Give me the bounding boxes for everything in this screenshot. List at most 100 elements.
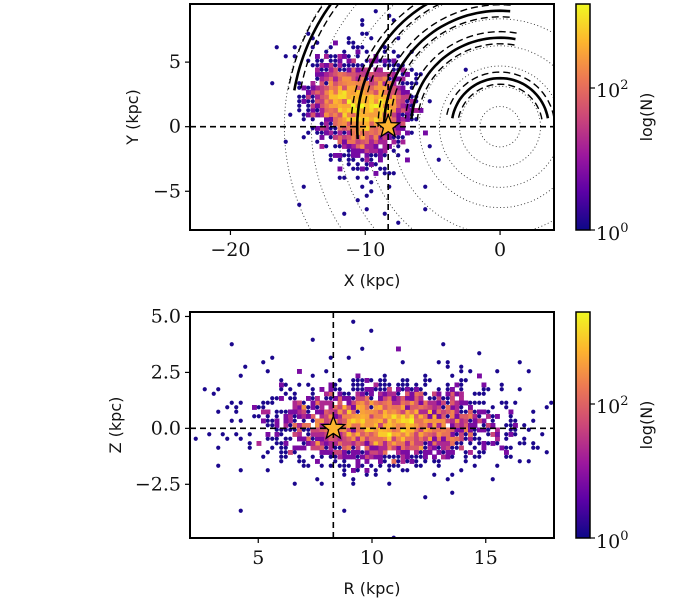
xy-density-cell-298 — [324, 121, 329, 127]
rz-star-point-849 — [504, 423, 509, 428]
rz-star-point-48 — [292, 396, 297, 401]
rz-star-point-496 — [472, 445, 477, 450]
xy-star-point-34 — [351, 40, 356, 45]
rz-density-cell-544 — [315, 445, 320, 451]
rz-density-cell-229 — [414, 441, 419, 446]
rz-star-point-277 — [468, 441, 473, 446]
rz-density-cell-300 — [396, 427, 401, 433]
rz-density-cell-790 — [292, 409, 298, 415]
xy-density-cell-211 — [342, 108, 347, 113]
rz-star-point-875 — [310, 337, 315, 342]
xy-density-cell-187 — [333, 103, 338, 109]
xy-density-cell-71 — [364, 99, 370, 104]
xy-xtick-label-0: −20 — [210, 239, 250, 261]
rz-density-cell-521 — [333, 396, 338, 401]
xy-plot-area — [190, 4, 554, 230]
rz-star-point-351 — [459, 441, 464, 446]
rz-density-cell-415 — [454, 391, 460, 397]
rz-star-point-847 — [243, 364, 248, 369]
rz-density-cell-110 — [418, 400, 424, 406]
xy-star-point-400 — [396, 63, 401, 68]
rz-density-cell-365 — [508, 432, 514, 437]
rz-star-point-109 — [418, 387, 423, 392]
xy-density-cell-313 — [324, 112, 329, 118]
xy-density-cell-22 — [324, 108, 329, 113]
xy-density-cell-411 — [373, 144, 379, 149]
rz-density-cell-291 — [463, 414, 469, 419]
xy-density-cell-333 — [333, 135, 338, 140]
xy-density-cell-164 — [378, 108, 383, 113]
xy-star-point-517 — [373, 9, 378, 14]
xy-density-cell-125 — [360, 108, 365, 113]
xy-star-point-442 — [373, 162, 378, 167]
rz-star-point-612 — [369, 463, 374, 468]
xy-density-cell-226 — [373, 94, 379, 100]
xy-density-cell-421 — [351, 85, 356, 91]
rz-density-cell-391 — [378, 405, 383, 410]
rz-density-cell-17 — [355, 400, 361, 406]
rz-star-point-848 — [513, 432, 518, 437]
rz-star-point-216 — [333, 387, 338, 392]
xy-star-point-453 — [315, 108, 320, 113]
rz-density-cell-497 — [445, 441, 451, 446]
xy-density-cell-466 — [364, 144, 370, 149]
rz-density-cell-499 — [319, 436, 325, 442]
rz-star-point-880 — [319, 481, 324, 486]
rz-density-cell-3 — [319, 414, 325, 419]
rz-density-cell-193 — [364, 400, 370, 406]
xy-star-point-474 — [396, 220, 401, 225]
xy-star-point-490 — [360, 45, 365, 50]
rz-star-point-857 — [387, 468, 392, 473]
rz-density-cell-478 — [315, 459, 320, 464]
rz-star-point-459 — [405, 378, 410, 383]
rz-density-cell-831 — [436, 391, 442, 397]
rz-density-cell-780 — [351, 450, 356, 455]
xy-xtick-label-1: −10 — [345, 239, 385, 261]
xy-density-cell-47 — [373, 121, 379, 127]
rz-density-cell-776 — [405, 454, 410, 460]
rz-density-cell-583 — [369, 436, 374, 442]
rz-star-point-671 — [504, 432, 509, 437]
xy-density-cell-132 — [337, 126, 343, 131]
rz-density-cell-240 — [382, 418, 388, 424]
rz-density-cell-637 — [319, 432, 325, 437]
rz-density-cell-448 — [369, 454, 374, 460]
rz-density-cell-709 — [337, 391, 343, 397]
rz-star-point-526 — [324, 445, 329, 450]
rz-density-cell-282 — [423, 409, 428, 415]
xy-star-point-324 — [328, 58, 333, 63]
xy-density-cell-182 — [360, 76, 365, 82]
rz-star-point-747 — [445, 360, 450, 365]
rz-star-point-536 — [463, 432, 468, 437]
rz-density-cell-4 — [328, 405, 334, 410]
rz-star-point-616 — [211, 391, 216, 396]
xy-density-cell-264 — [346, 139, 352, 145]
spiral-arm-perseus — [355, 4, 430, 140]
rz-density-cell-674 — [445, 450, 451, 455]
xy-star-point-497 — [378, 166, 383, 171]
xy-density-cell-356 — [418, 108, 424, 113]
rz-star-point-288 — [333, 459, 338, 464]
xy-density-cell-0 — [373, 126, 379, 131]
rz-star-point-754 — [342, 472, 347, 477]
xy-density-cell-8 — [351, 117, 356, 122]
rz-density-cell-295 — [373, 441, 379, 446]
rz-star-point-588 — [477, 391, 482, 396]
xy-density-cell-188 — [369, 130, 374, 136]
xy-density-cell-391 — [315, 94, 320, 100]
rz-density-cell-221 — [333, 405, 338, 410]
rz-star-point-508 — [436, 459, 441, 464]
rz-density-cell-707 — [364, 441, 370, 446]
rz-star-point-815 — [450, 454, 455, 459]
rz-density-cell-574 — [387, 441, 392, 446]
rz-density-cell-290 — [337, 427, 343, 433]
rz-density-cell-73 — [351, 423, 356, 428]
rz-star-point-718 — [459, 387, 464, 392]
rz-density-cell-450 — [459, 427, 464, 433]
rz-density-cell-602 — [445, 391, 451, 397]
spiral-arm-local-edge-1 — [389, 16, 510, 127]
rz-density-cell-678 — [279, 396, 284, 401]
xy-density-cell-50 — [378, 94, 383, 100]
rz-density-cell-597 — [292, 445, 298, 451]
